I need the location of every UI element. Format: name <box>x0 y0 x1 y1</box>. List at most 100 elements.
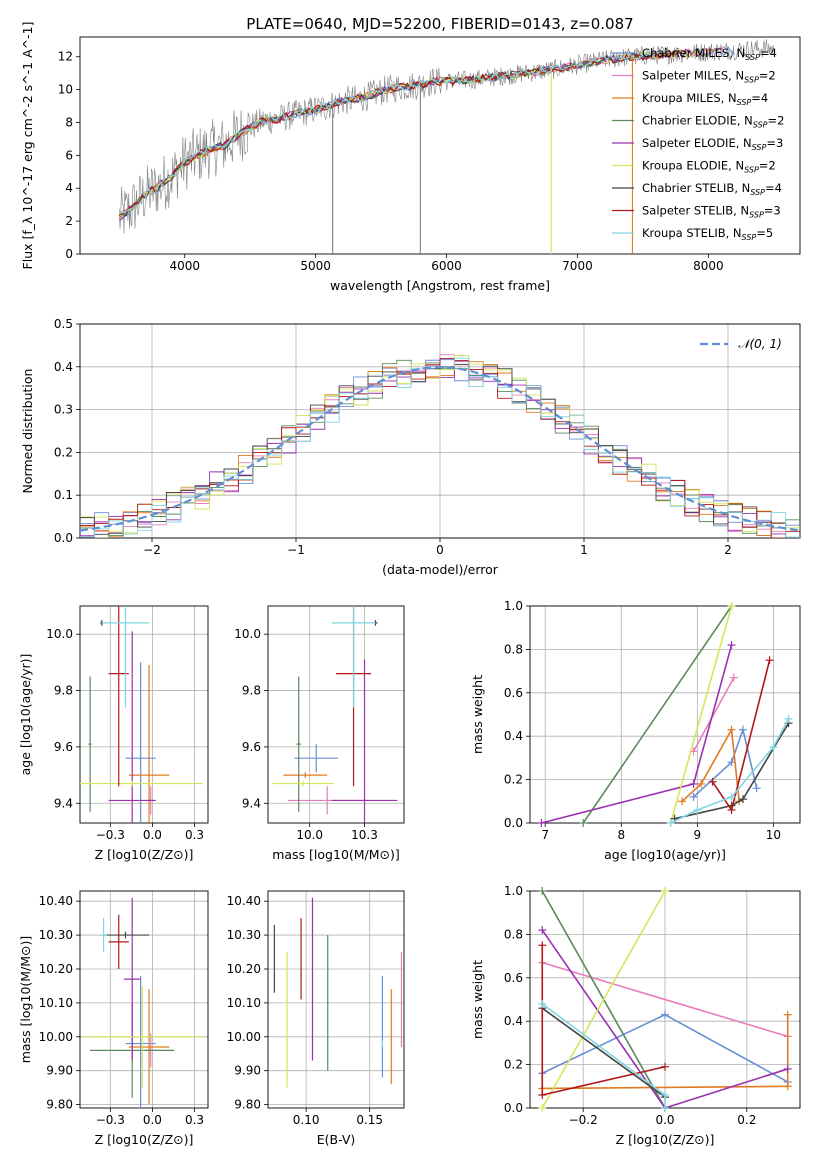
weight-point <box>678 797 687 806</box>
legend-entry: Chabrier MILES, NSSP=4 <box>642 46 777 62</box>
weight-point <box>727 805 736 814</box>
x-tick-label: 10.3 <box>351 828 378 842</box>
x-tick-label: 8 <box>617 828 625 842</box>
y-tick-label: 2 <box>65 214 73 228</box>
x-tick-label: 0 <box>436 543 444 557</box>
y-tick-label: 8 <box>65 115 73 129</box>
legend-entry: Kroupa MILES, NSSP=4 <box>642 91 768 107</box>
y-tick-label: 0 <box>65 247 73 261</box>
x-tick-label: −1 <box>287 543 305 557</box>
weight-point <box>661 887 669 895</box>
y-tick-label: 10.40 <box>227 894 261 908</box>
mass-weight-vs-age-axes: 7 8 9 10 0.0 0.2 0.4 0.6 0.8 1.0 age [log10(age/yr… <box>470 599 801 862</box>
y-axis-label: mass [log10(M/M⊙)] <box>18 936 33 1064</box>
x-tick-label: 0.10 <box>293 1113 320 1127</box>
y-tick-label: 9.90 <box>234 1064 261 1078</box>
weight-point <box>661 1104 669 1112</box>
y-tick-label: 10.30 <box>39 928 73 942</box>
weight-point <box>738 725 747 734</box>
y-tick-label: 10.0 <box>234 627 261 641</box>
y-tick-label: 10.40 <box>39 894 73 908</box>
x-axis-label: mass [log10(M/M⊙)] <box>272 847 400 862</box>
x-axis-label: Z [log10(Z/Z⊙)] <box>95 847 194 862</box>
weight-point <box>765 656 774 665</box>
x-tick-label: 7000 <box>562 259 593 273</box>
y-tick-label: 0.0 <box>504 816 523 830</box>
x-axis-label: Z [log10(Z/Z⊙)] <box>95 1132 194 1147</box>
weight-point <box>727 792 736 801</box>
y-tick-label: 6 <box>65 148 73 162</box>
x-tick-label: 7 <box>541 828 549 842</box>
weight-point <box>538 887 547 895</box>
weight-point <box>784 714 793 723</box>
model-fit-line <box>118 48 719 219</box>
x-axis-label: Z [log10(Z/Z⊙)] <box>616 1132 715 1147</box>
weight-point <box>783 1082 792 1091</box>
model-fit-line <box>118 50 670 215</box>
model-fit-line <box>119 46 726 216</box>
y-tick-label: 0.5 <box>54 317 73 331</box>
x-tick-label: 1 <box>580 543 588 557</box>
x-tick-label: 0.0 <box>655 1113 674 1127</box>
weight-series-line <box>541 929 788 1108</box>
spectrum-axes: 4000 5000 6000 7000 8000 0 2 4 6 8 10 12 wavelength … <box>20 22 801 293</box>
x-tick-label: 5000 <box>300 259 331 273</box>
weight-point <box>689 779 698 788</box>
weight-point <box>661 1062 669 1071</box>
x-tick-label: 0.2 <box>737 1113 756 1127</box>
age-vs-Z-frame <box>79 605 209 824</box>
x-tick-label: −0.3 <box>96 1113 125 1127</box>
mass-vs-ebv-frame <box>267 890 405 1109</box>
legend-entry: Salpeter MILES, NSSP=2 <box>642 69 776 85</box>
age-vs-Z-axes: −0.3 0.0 0.3 9.4 9.6 9.8 10.0 Z [log10(Z/Z⊙)] ag… <box>18 605 209 862</box>
y-tick-label: 0.6 <box>504 971 523 985</box>
y-tick-label: 0.2 <box>54 445 73 459</box>
x-tick-label: 9 <box>694 828 702 842</box>
weight-series-line <box>692 677 735 752</box>
x-axis-label: E(B-V) <box>317 1132 356 1147</box>
legend-entry: Salpeter STELIB, NSSP=3 <box>642 204 781 220</box>
weight-series-line <box>674 722 790 820</box>
y-tick-label: 9.90 <box>46 1064 73 1078</box>
mass-vs-ebv-axes: 0.10 0.15 9.80 9.90 10.00 10.10 10.20 10.30 10.4… <box>227 890 405 1147</box>
spectrum-frame <box>79 36 801 255</box>
weight-series-line <box>541 1007 666 1098</box>
weight-point <box>727 641 736 650</box>
legend-entry: 𝒩(0, 1) <box>738 337 782 351</box>
x-tick-label: 2 <box>724 543 732 557</box>
y-tick-label: 12 <box>58 50 73 64</box>
x-tick-label: 6000 <box>431 259 462 273</box>
y-tick-label: 10.10 <box>39 996 73 1010</box>
weight-series-line <box>681 727 740 802</box>
y-tick-label: 9.8 <box>242 684 261 698</box>
weight-series-line <box>542 961 788 1038</box>
y-tick-label: 0.3 <box>54 403 73 417</box>
x-axis-label: wavelength [Angstrom, rest frame] <box>330 278 550 293</box>
weight-point <box>729 673 738 682</box>
y-axis-label: mass weight <box>470 675 485 754</box>
residual-histogram-axes: −2 −1 0 1 2 0.0 0.1 0.2 0.3 0.4 0.5 (data-model)/er… <box>20 317 801 577</box>
y-tick-label: 10.00 <box>227 1030 261 1044</box>
weight-point <box>752 784 761 793</box>
weight-point <box>689 792 698 801</box>
weight-point <box>697 779 706 788</box>
y-tick-label: 1.0 <box>504 599 523 613</box>
y-tick-label: 0.2 <box>504 1058 523 1072</box>
y-tick-label: 0.4 <box>504 1014 523 1028</box>
y-axis-label: age [log10(age/yr)] <box>18 654 33 776</box>
histogram-step <box>80 358 800 538</box>
age-vs-mass-axes: 10.0 10.3 9.4 9.6 9.8 10.0 mass [log10(M/M⊙)] <box>234 605 405 862</box>
mass-weight-vs-Z-axes: −0.2 0.0 0.2 0.0 0.2 0.4 0.6 0.8 1.0 Z [log10(Z/Z… <box>470 884 801 1147</box>
model-fit-line <box>119 49 686 217</box>
y-tick-label: 0.0 <box>504 1101 523 1115</box>
y-tick-label: 9.6 <box>242 740 261 754</box>
y-axis-label: mass weight <box>470 960 485 1039</box>
histogram-step <box>80 355 800 538</box>
x-tick-label: 0.0 <box>143 828 162 842</box>
y-tick-label: 0.6 <box>504 686 523 700</box>
y-tick-label: 10.00 <box>39 1030 73 1044</box>
y-tick-label: 9.4 <box>54 796 73 810</box>
x-tick-label: 0.15 <box>356 1113 383 1127</box>
legend-entry: Chabrier STELIB, NSSP=4 <box>642 181 782 197</box>
weight-point <box>783 1064 792 1073</box>
